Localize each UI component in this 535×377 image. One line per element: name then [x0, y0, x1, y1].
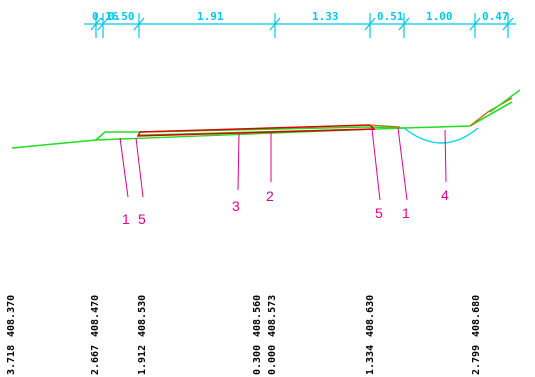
- pavement-layer: [136, 124, 376, 137]
- dimension-label: 0.51: [377, 10, 404, 23]
- callout-label: 3: [232, 198, 240, 214]
- dimension-tick-slash: [90, 17, 102, 31]
- slope-extension: [489, 89, 521, 113]
- offset-value: 3.718: [6, 345, 17, 375]
- side-ditch: [403, 127, 479, 144]
- callout-label: 2: [266, 188, 274, 204]
- dimension-label: 1.91: [197, 10, 224, 23]
- callout-label: 4: [441, 187, 449, 203]
- dimension-tick-slash: [469, 17, 481, 31]
- embankment-slope: [469, 97, 513, 127]
- leader-line: [371, 128, 381, 201]
- callout-labels: 1 5 3 2 5 1 4: [122, 187, 449, 227]
- elevation-value: 408.573: [267, 295, 278, 337]
- dimension-tick-slash: [269, 17, 281, 31]
- dimension-label: 0.47: [482, 10, 509, 23]
- leader-line: [444, 129, 447, 183]
- callout-leaders: [119, 127, 447, 201]
- callout-label: 5: [138, 211, 146, 227]
- dimension-tick-slash: [502, 17, 514, 31]
- dimension-label: 0.16: [92, 10, 119, 23]
- offset-row: 3.718 2.667 1.912 0.300 0.000 1.334 2.79…: [6, 345, 482, 375]
- dimension-tick-slash: [398, 17, 410, 31]
- dimension-chain: 0.16 0.50 1.91 1.33 0.51 1.00 0.47: [84, 10, 516, 38]
- cross-section-profile: [11, 89, 521, 149]
- leader-line: [135, 137, 144, 198]
- callout-label: 1: [402, 205, 410, 221]
- elevation-value: 408.630: [365, 295, 376, 337]
- elevation-value: 408.470: [90, 295, 101, 337]
- ground-line: [11, 101, 513, 149]
- dimension-label: 1.33: [312, 10, 339, 23]
- elevation-value: 408.560: [252, 295, 263, 337]
- dimension-label: 1.00: [426, 10, 453, 23]
- dimension-label: 0.50: [108, 10, 135, 23]
- elevation-row: 408.370 408.470 408.530 408.560 408.573 …: [6, 295, 482, 337]
- elevation-value: 408.530: [137, 295, 148, 337]
- elevation-value: 408.680: [471, 295, 482, 337]
- pavement-edge: [369, 124, 401, 128]
- offset-value: 0.300: [252, 345, 263, 375]
- offset-value: 2.799: [471, 345, 482, 375]
- dimension-tick-slash: [133, 17, 145, 31]
- offset-value: 1.334: [365, 345, 376, 375]
- offset-value: 2.667: [90, 345, 101, 375]
- callout-label: 1: [122, 211, 130, 227]
- offset-value: 0.000: [267, 345, 278, 375]
- callout-label: 5: [375, 205, 383, 221]
- leader-line: [237, 132, 240, 191]
- dimension-tick-slash: [97, 17, 109, 31]
- leader-line: [119, 137, 129, 198]
- leader-line: [397, 127, 408, 201]
- dimension-tick-slash: [364, 17, 376, 31]
- offset-value: 1.912: [137, 345, 148, 375]
- elevation-value: 408.370: [6, 295, 17, 337]
